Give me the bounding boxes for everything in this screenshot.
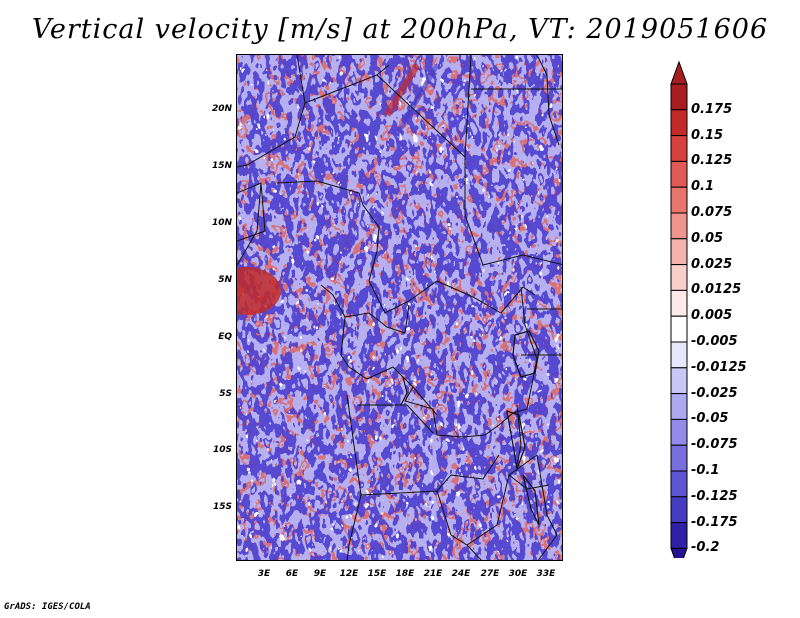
lon-label-24e: 24E [451,569,471,579]
colorbar-top-arrow [670,60,688,85]
lon-label-33e: 33E [536,569,556,579]
colorbar-level-label: 0.025 [691,256,733,272]
lat-label-5s: 5S [219,389,232,399]
colorbar-swatch [670,444,688,472]
colorbar-level-label: -0.1 [691,463,720,478]
colorbar-swatch [670,393,688,420]
colorbar-level-label: 0.1 [691,179,715,195]
colorbar-level-label: -0.005 [691,334,738,349]
colorbar-level-label: 0.15 [691,127,724,143]
colorbar-level-label: 0.005 [691,308,733,324]
map-panel [236,54,563,561]
colorbar [670,60,688,558]
colorbar-swatch [670,367,688,395]
grads-credit: GrADS: IGES/COLA [4,602,91,612]
colorbar-level-label: -0.05 [691,411,729,427]
colorbar-swatch [670,135,688,162]
colorbar-swatch [670,160,688,188]
colorbar-swatch [670,212,688,240]
colorbar-swatch [670,470,688,498]
colorbar-swatch [670,341,688,369]
lon-label-6e: 6E [285,569,299,579]
lat-label-15n: 15N [211,161,232,171]
colorbar-swatch [670,264,688,291]
lat-label-15s: 15S [212,502,232,512]
colorbar-level-label: -0.025 [691,385,738,401]
lon-label-27e: 27E [480,569,500,579]
lat-label-20n: 20N [211,104,232,114]
lake-outlines [400,330,540,526]
lon-label-9e: 9E [313,569,327,579]
strong-ascent-region [237,267,281,315]
ascent-band [383,63,421,117]
lon-label-3e: 3E [257,569,271,579]
colorbar-swatch [670,238,688,266]
colorbar-level-label: 0.05 [691,230,724,246]
lon-label-12e: 12E [339,569,359,579]
river-line [536,55,560,146]
lat-label-10s: 10S [212,445,232,455]
colorbar-level-label: -0.0125 [691,359,747,375]
colorbar-swatch [670,418,688,446]
colorbar-level-label: 0.075 [691,205,733,220]
colorbar-level-label: -0.175 [691,514,738,530]
colorbar-swatch [670,315,688,343]
chart-title: Vertical velocity [m/s] at 200hPa, VT: 2… [31,14,769,45]
lat-label-5n: 5N [218,275,232,285]
lon-label-21e: 21E [423,569,443,579]
lat-label-eq: EQ [218,332,232,342]
colorbar-level-label: 0.175 [691,101,733,117]
colorbar-swatch [670,496,688,524]
colorbar-swatch [670,109,688,137]
country-borders [237,55,562,560]
colorbar-swatch [670,186,688,214]
colorbar-level-label: 0.0125 [691,282,742,298]
colorbar-level-label: -0.2 [691,540,720,556]
colorbar-bottom-arrow [670,547,688,558]
colorbar-swatch [670,83,688,111]
colorbar-level-label: -0.125 [691,488,738,504]
lon-label-30e: 30E [508,569,528,579]
velocity-field-map [237,55,562,560]
descent-band [394,63,440,137]
lon-label-18e: 18E [395,569,415,579]
colorbar-swatch [670,522,688,549]
lat-label-10n: 10N [211,218,232,228]
colorbar-level-label: -0.075 [691,437,738,453]
colorbar-level-label: 0.125 [691,153,733,169]
colorbar-swatch [670,289,688,317]
lon-label-15e: 15E [367,569,387,579]
